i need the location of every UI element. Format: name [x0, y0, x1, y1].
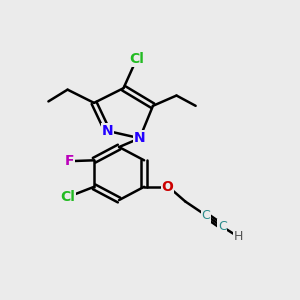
Text: H: H: [234, 230, 243, 243]
Text: Cl: Cl: [129, 52, 144, 66]
Text: F: F: [64, 154, 74, 168]
Text: N: N: [134, 131, 146, 145]
Text: C: C: [202, 209, 210, 222]
Text: O: O: [162, 180, 174, 194]
Text: N: N: [101, 124, 113, 138]
Text: C: C: [218, 220, 226, 233]
Text: Cl: Cl: [60, 190, 75, 204]
